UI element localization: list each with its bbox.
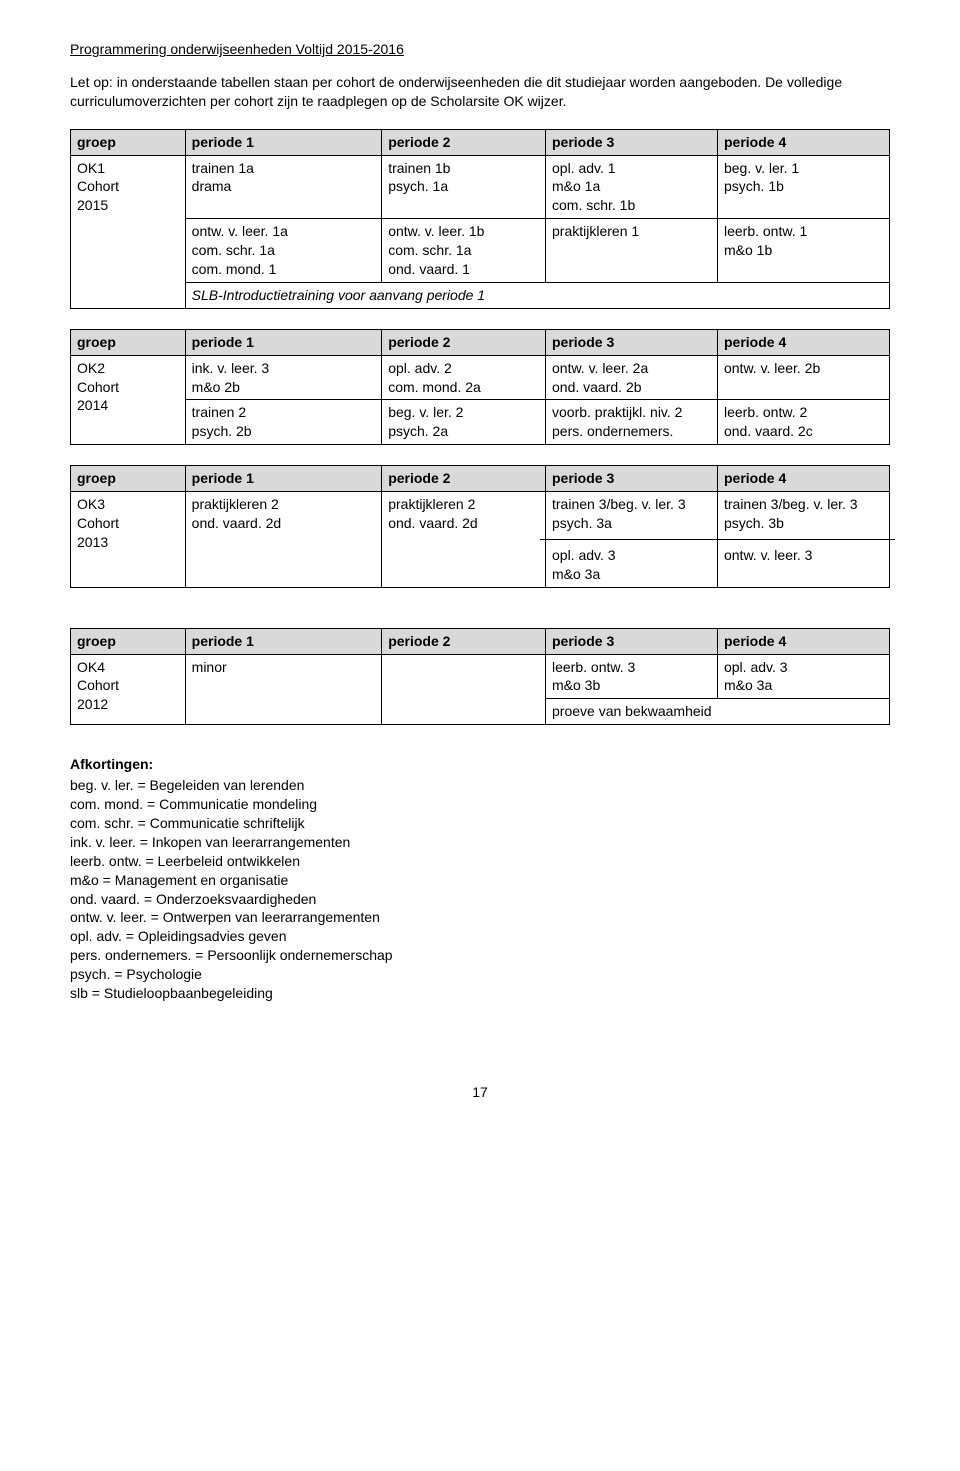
- col-groep: groep: [71, 466, 186, 492]
- table-header-row: groep periode 1 periode 2 periode 3 peri…: [71, 129, 890, 155]
- table-row: OK1 Cohort 2015 trainen 1a drama trainen…: [71, 155, 890, 219]
- group-label: OK3 Cohort 2013: [71, 492, 186, 588]
- table-row: SLB-Introductietraining voor aanvang per…: [71, 282, 890, 308]
- cell: trainen 2 psych. 2b: [185, 400, 382, 445]
- abbrev-line: ond. vaard. = Onderzoeksvaardigheden: [70, 890, 890, 909]
- col-groep: groep: [71, 329, 186, 355]
- col-groep: groep: [71, 129, 186, 155]
- col-p2: periode 2: [382, 129, 546, 155]
- intro-paragraph: Let op: in onderstaande tabellen staan p…: [70, 73, 890, 111]
- col-groep: groep: [71, 628, 186, 654]
- cell: beg. v. ler. 2 psych. 2a: [382, 400, 546, 445]
- divider: [712, 539, 895, 540]
- abbrev-line: com. mond. = Communicatie mondeling: [70, 795, 890, 814]
- col-p3: periode 3: [546, 129, 718, 155]
- page-title: Programmering onderwijseenheden Voltijd …: [70, 40, 890, 59]
- abbrev-line: ink. v. leer. = Inkopen van leerarrangem…: [70, 833, 890, 852]
- cell: opl. adv. 2 com. mond. 2a: [382, 355, 546, 400]
- col-p3: periode 3: [546, 628, 718, 654]
- col-p4: periode 4: [717, 329, 889, 355]
- cell: praktijkleren 1: [546, 219, 718, 283]
- cell: leerb. ontw. 2 ond. vaard. 2c: [717, 400, 889, 445]
- cell: praktijkleren 2 ond. vaard. 2d: [382, 492, 546, 588]
- table-ok2: groep periode 1 periode 2 periode 3 peri…: [70, 329, 890, 445]
- page-number: 17: [70, 1083, 890, 1102]
- cell: proeve van bekwaamheid: [546, 699, 890, 725]
- cell: opl. adv. 1 m&o 1a com. schr. 1b: [546, 155, 718, 219]
- group-label: OK2 Cohort 2014: [71, 355, 186, 445]
- cell: opl. adv. 3 m&o 3a: [717, 654, 889, 699]
- cell: ontw. v. leer. 1b com. schr. 1a ond. vaa…: [382, 219, 546, 283]
- cell: beg. v. ler. 1 psych. 1b: [717, 155, 889, 219]
- col-p1: periode 1: [185, 329, 382, 355]
- col-p4: periode 4: [717, 466, 889, 492]
- table-row: OK3 Cohort 2013 praktijkleren 2 ond. vaa…: [71, 492, 890, 588]
- subcell: trainen 3/beg. v. ler. 3 psych. 3b: [718, 492, 889, 536]
- divider: [540, 539, 723, 540]
- cell: minor: [185, 654, 382, 725]
- cell: ontw. v. leer. 1a com. schr. 1a com. mon…: [185, 219, 382, 283]
- abbreviations-block: Afkortingen: beg. v. ler. = Begeleiden v…: [70, 755, 890, 1003]
- abbrev-line: opl. adv. = Opleidingsadvies geven: [70, 927, 890, 946]
- cell: voorb. praktijkl. niv. 2 pers. onderneme…: [546, 400, 718, 445]
- abbrev-line: ontw. v. leer. = Ontwerpen van leerarran…: [70, 908, 890, 927]
- subcell: opl. adv. 3 m&o 3a: [546, 543, 717, 587]
- cell: praktijkleren 2 ond. vaard. 2d: [185, 492, 382, 588]
- table-ok4: groep periode 1 periode 2 periode 3 peri…: [70, 628, 890, 726]
- cell: leerb. ontw. 3 m&o 3b: [546, 654, 718, 699]
- cell: leerb. ontw. 1 m&o 1b: [717, 219, 889, 283]
- col-p2: periode 2: [382, 628, 546, 654]
- subcell: trainen 3/beg. v. ler. 3 psych. 3a: [546, 492, 717, 536]
- table-row: OK2 Cohort 2014 ink. v. leer. 3 m&o 2b o…: [71, 355, 890, 400]
- col-p1: periode 1: [185, 628, 382, 654]
- col-p3: periode 3: [546, 329, 718, 355]
- cell: ontw. v. leer. 2a ond. vaard. 2b: [546, 355, 718, 400]
- table-ok1: groep periode 1 periode 2 periode 3 peri…: [70, 129, 890, 309]
- cell: trainen 3/beg. v. ler. 3 psych. 3a opl. …: [546, 492, 718, 588]
- abbrev-line: slb = Studieloopbaanbegeleiding: [70, 984, 890, 1003]
- abbrev-line: com. schr. = Communicatie schriftelijk: [70, 814, 890, 833]
- abbrev-line: m&o = Management en organisatie: [70, 871, 890, 890]
- cell-empty: [382, 654, 546, 725]
- cell: ontw. v. leer. 2b: [717, 355, 889, 400]
- abbrev-title: Afkortingen:: [70, 755, 890, 774]
- table-row: ontw. v. leer. 1a com. schr. 1a com. mon…: [71, 219, 890, 283]
- table-header-row: groep periode 1 periode 2 periode 3 peri…: [71, 329, 890, 355]
- col-p2: periode 2: [382, 329, 546, 355]
- table-ok3: groep periode 1 periode 2 periode 3 peri…: [70, 465, 890, 587]
- col-p3: periode 3: [546, 466, 718, 492]
- table-header-row: groep periode 1 periode 2 periode 3 peri…: [71, 466, 890, 492]
- col-p1: periode 1: [185, 466, 382, 492]
- table-row: OK4 Cohort 2012 minor leerb. ontw. 3 m&o…: [71, 654, 890, 699]
- cell-slb: SLB-Introductietraining voor aanvang per…: [185, 282, 889, 308]
- cell: ink. v. leer. 3 m&o 2b: [185, 355, 382, 400]
- cell: trainen 1a drama: [185, 155, 382, 219]
- group-label: OK1 Cohort 2015: [71, 155, 186, 308]
- page-container: Programmering onderwijseenheden Voltijd …: [0, 0, 960, 1132]
- col-p2: periode 2: [382, 466, 546, 492]
- cell: trainen 1b psych. 1a: [382, 155, 546, 219]
- col-p4: periode 4: [717, 129, 889, 155]
- col-p1: periode 1: [185, 129, 382, 155]
- table-header-row: groep periode 1 periode 2 periode 3 peri…: [71, 628, 890, 654]
- group-label: OK4 Cohort 2012: [71, 654, 186, 725]
- col-p4: periode 4: [717, 628, 889, 654]
- cell: trainen 3/beg. v. ler. 3 psych. 3b ontw.…: [717, 492, 889, 588]
- abbrev-line: pers. ondernemers. = Persoonlijk onderne…: [70, 946, 890, 965]
- abbrev-line: leerb. ontw. = Leerbeleid ontwikkelen: [70, 852, 890, 871]
- abbrev-line: psych. = Psychologie: [70, 965, 890, 984]
- abbrev-line: beg. v. ler. = Begeleiden van lerenden: [70, 776, 890, 795]
- table-row: trainen 2 psych. 2b beg. v. ler. 2 psych…: [71, 400, 890, 445]
- subcell: ontw. v. leer. 3: [718, 543, 889, 568]
